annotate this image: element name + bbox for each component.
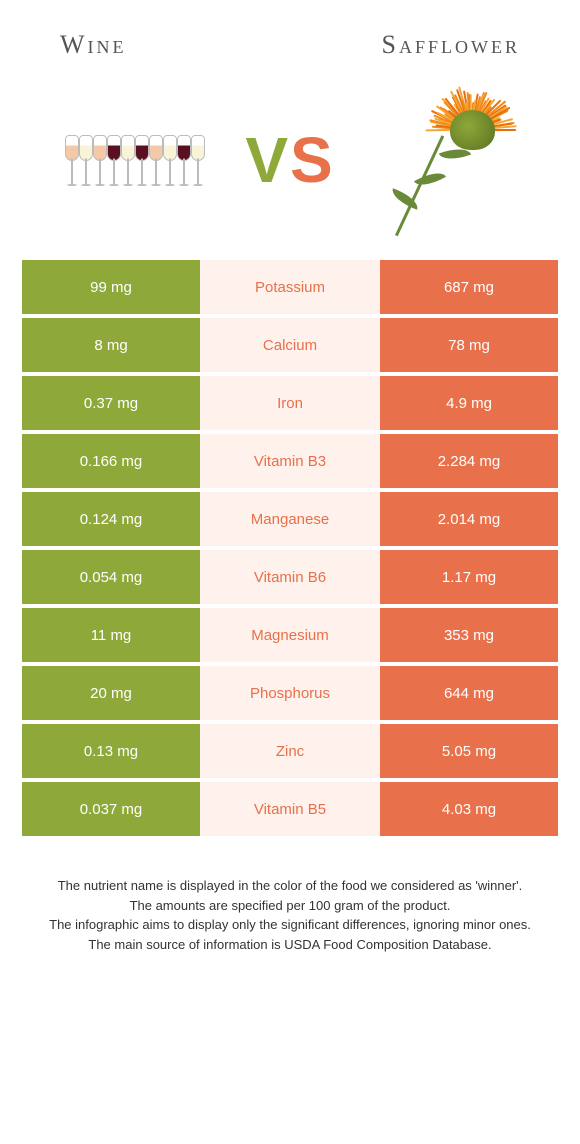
footnote: The nutrient name is displayed in the co… <box>22 876 558 954</box>
left-food-title: Wine <box>60 30 127 60</box>
left-value: 0.054 mg <box>22 550 200 604</box>
vs-label: VS <box>245 123 334 197</box>
safflower-image <box>355 90 535 230</box>
nutrient-label: Manganese <box>200 492 380 546</box>
left-value: 0.166 mg <box>22 434 200 488</box>
nutrient-label: Magnesium <box>200 608 380 662</box>
right-value: 4.03 mg <box>380 782 558 836</box>
table-row: 20 mgPhosphorus644 mg <box>22 666 558 720</box>
right-value: 2.284 mg <box>380 434 558 488</box>
nutrient-label: Phosphorus <box>200 666 380 720</box>
comparison-table: 99 mgPotassium687 mg8 mgCalcium78 mg0.37… <box>22 260 558 836</box>
table-row: 0.13 mgZinc5.05 mg <box>22 724 558 778</box>
right-value: 78 mg <box>380 318 558 372</box>
right-value: 1.17 mg <box>380 550 558 604</box>
left-value: 0.037 mg <box>22 782 200 836</box>
vs-v: V <box>245 124 290 196</box>
left-value: 0.124 mg <box>22 492 200 546</box>
left-value: 8 mg <box>22 318 200 372</box>
footnote-line: The amounts are specified per 100 gram o… <box>22 896 558 916</box>
right-value: 2.014 mg <box>380 492 558 546</box>
table-row: 0.166 mgVitamin B32.284 mg <box>22 434 558 488</box>
header: Wine Safflower <box>0 0 580 80</box>
right-value: 644 mg <box>380 666 558 720</box>
left-value: 99 mg <box>22 260 200 314</box>
left-value: 0.13 mg <box>22 724 200 778</box>
footnote-line: The main source of information is USDA F… <box>22 935 558 955</box>
right-food-title: Safflower <box>382 30 520 60</box>
nutrient-label: Vitamin B6 <box>200 550 380 604</box>
table-row: 8 mgCalcium78 mg <box>22 318 558 372</box>
nutrient-label: Potassium <box>200 260 380 314</box>
table-row: 11 mgMagnesium353 mg <box>22 608 558 662</box>
footnote-line: The nutrient name is displayed in the co… <box>22 876 558 896</box>
footnote-line: The infographic aims to display only the… <box>22 915 558 935</box>
table-row: 0.37 mgIron4.9 mg <box>22 376 558 430</box>
nutrient-label: Vitamin B3 <box>200 434 380 488</box>
nutrient-label: Calcium <box>200 318 380 372</box>
vs-row: VS <box>0 80 580 260</box>
right-value: 5.05 mg <box>380 724 558 778</box>
right-value: 4.9 mg <box>380 376 558 430</box>
right-value: 353 mg <box>380 608 558 662</box>
wine-image <box>45 90 225 230</box>
left-value: 20 mg <box>22 666 200 720</box>
table-row: 0.054 mgVitamin B61.17 mg <box>22 550 558 604</box>
nutrient-label: Iron <box>200 376 380 430</box>
vs-s: S <box>290 124 335 196</box>
left-value: 0.37 mg <box>22 376 200 430</box>
table-row: 0.037 mgVitamin B54.03 mg <box>22 782 558 836</box>
left-value: 11 mg <box>22 608 200 662</box>
nutrient-label: Zinc <box>200 724 380 778</box>
nutrient-label: Vitamin B5 <box>200 782 380 836</box>
table-row: 0.124 mgManganese2.014 mg <box>22 492 558 546</box>
